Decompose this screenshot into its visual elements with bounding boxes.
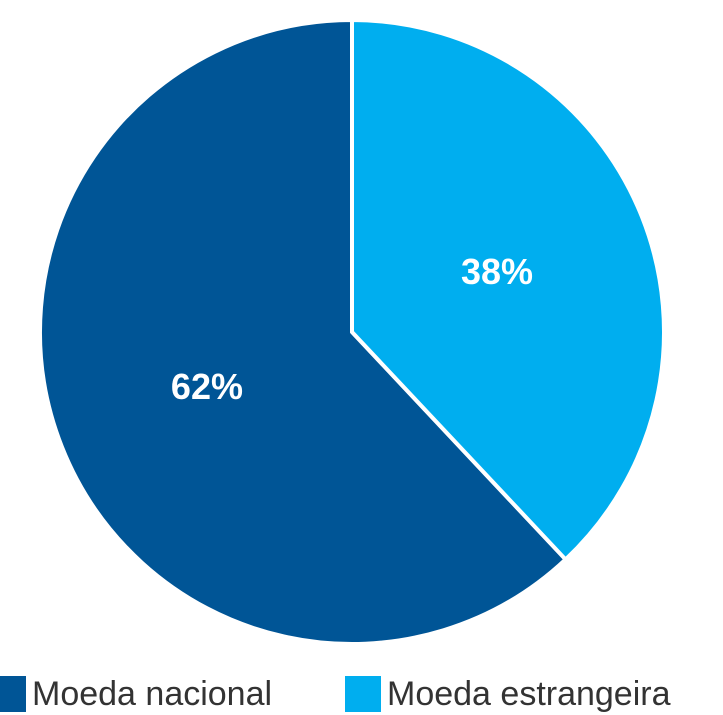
pie-slice [350, 18, 666, 562]
data-label: 38% [461, 251, 533, 292]
legend-swatch [345, 676, 381, 712]
legend-swatch [0, 676, 26, 712]
pie-slice [38, 18, 568, 646]
legend-label: Moeda nacional [32, 675, 272, 713]
legend-label: Moeda estrangeira [387, 675, 671, 713]
data-label: 62% [171, 366, 243, 407]
